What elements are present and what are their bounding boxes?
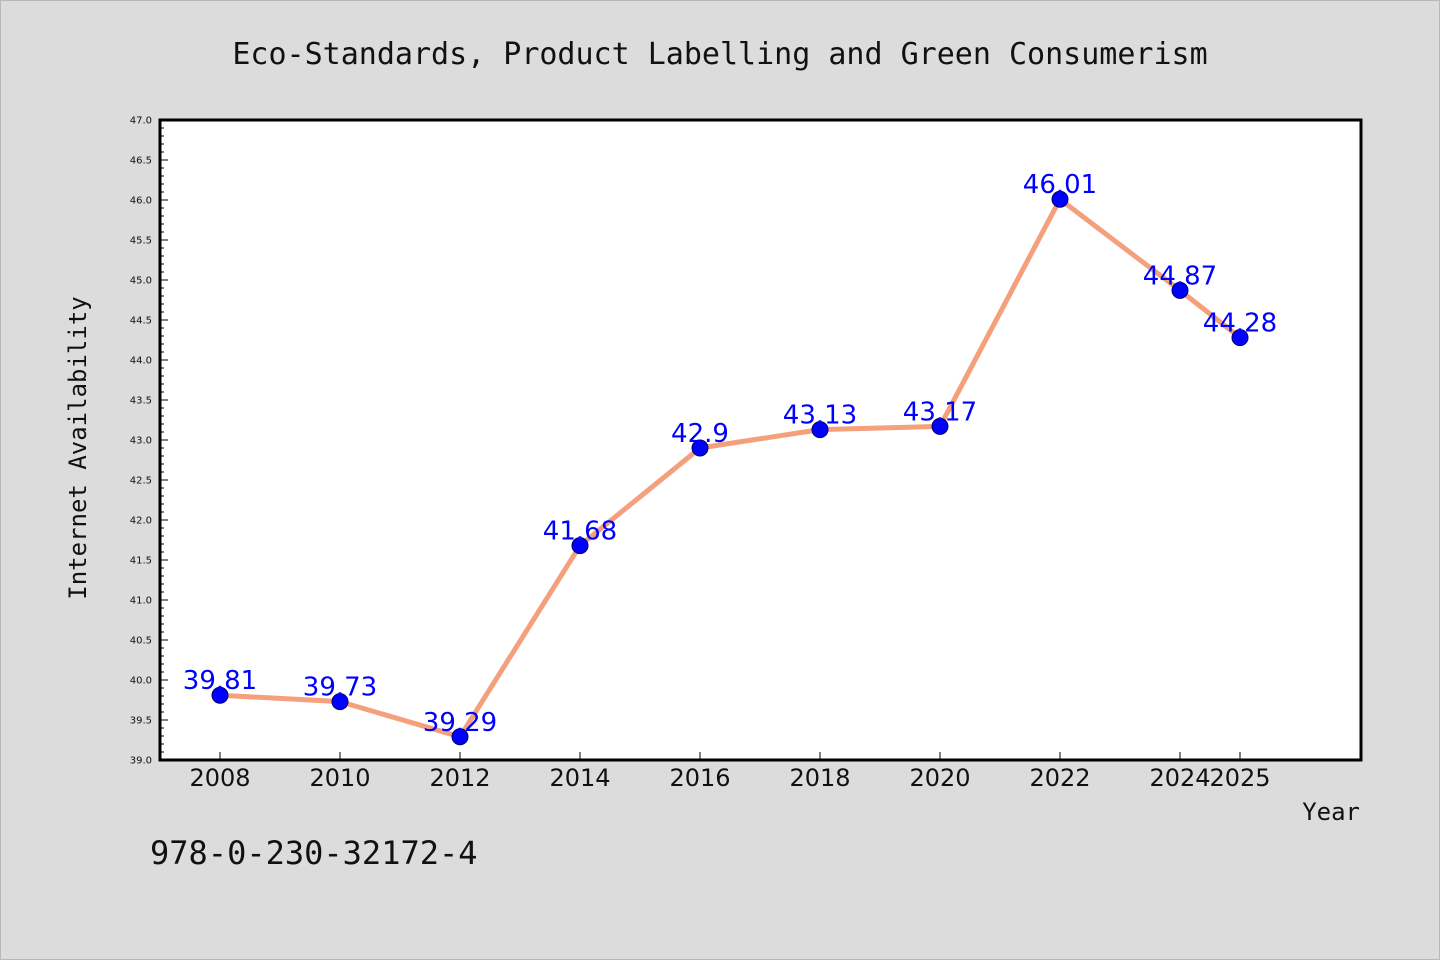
x-tick-label: 2012: [429, 764, 490, 792]
data-point: [451, 728, 469, 746]
data-label: 43.13: [783, 401, 857, 431]
x-tick-label: 2025: [1209, 764, 1270, 792]
x-tick-label: 2010: [309, 764, 370, 792]
y-tick-label: 41.5: [130, 556, 152, 567]
data-point: [691, 439, 709, 457]
data-label: 39.81: [183, 666, 257, 696]
data-point: [1231, 329, 1249, 347]
x-tick-label: 2020: [909, 764, 970, 792]
y-tick-label: 39.5: [130, 716, 152, 727]
y-tick-label: 43.0: [130, 436, 152, 447]
isbn-text: 978-0-230-32172-4: [150, 834, 478, 872]
data-label: 43.17: [903, 397, 977, 427]
y-axis: 39.0 39.5 40.0 40.5 41.0 41.5 42.0 42.5 43.0 43.5…: [130, 116, 168, 767]
y-tick-label: 42.0: [130, 516, 152, 527]
x-tick-label: 2024: [1149, 764, 1210, 792]
series-line: [217, 196, 1243, 740]
data-point: [811, 421, 829, 439]
y-tick-label: 39.0: [130, 756, 152, 767]
y-tick-label: 44.0: [130, 356, 152, 367]
x-tick-label: 2018: [789, 764, 850, 792]
data-point: [211, 686, 229, 704]
data-label: 39.29: [423, 708, 497, 738]
data-point: [331, 693, 349, 711]
y-tick-label: 42.5: [130, 476, 152, 487]
y-tick-label: 47.0: [130, 116, 152, 127]
data-label: 44.87: [1143, 261, 1217, 291]
y-tick-label: 43.5: [130, 396, 152, 407]
y-tick-label: 41.0: [130, 596, 152, 607]
x-tick-label: 2016: [669, 764, 730, 792]
data-label: 44.28: [1203, 309, 1277, 339]
data-label: 46.01: [1023, 170, 1097, 200]
x-tick-label: 2014: [549, 764, 610, 792]
plot-area: [158, 118, 1363, 762]
data-label: 39.73: [303, 673, 377, 703]
x-tick-label: 2022: [1029, 764, 1090, 792]
data-point: [1171, 281, 1189, 299]
y-tick-label: 40.5: [130, 636, 152, 647]
y-tick-label: 45.5: [130, 236, 152, 247]
data-point: [571, 537, 589, 555]
x-axis-label: Year: [1302, 798, 1360, 826]
data-label: 42.9: [671, 419, 729, 449]
marker-layer: [211, 190, 1249, 746]
y-tick-label: 46.5: [130, 156, 152, 167]
x-tick-label: 2008: [189, 764, 250, 792]
series-line-layer: [217, 196, 1243, 740]
y-tick-label: 44.5: [130, 316, 152, 327]
chart-title: Eco-Standards, Product Labelling and Gre…: [232, 37, 1207, 72]
y-tick-label: 46.0: [130, 196, 152, 207]
data-label-layer: 39.81 39.73 39.29 41.68 42.9 43.13 43.17 46.01 4…: [183, 170, 1277, 738]
data-point: [1051, 190, 1069, 208]
data-label: 41.68: [543, 517, 617, 547]
data-point: [931, 417, 949, 435]
y-axis-label: Internet Availability: [64, 296, 92, 599]
y-tick-label: 40.0: [130, 676, 152, 687]
y-tick-label: 45.0: [130, 276, 152, 287]
